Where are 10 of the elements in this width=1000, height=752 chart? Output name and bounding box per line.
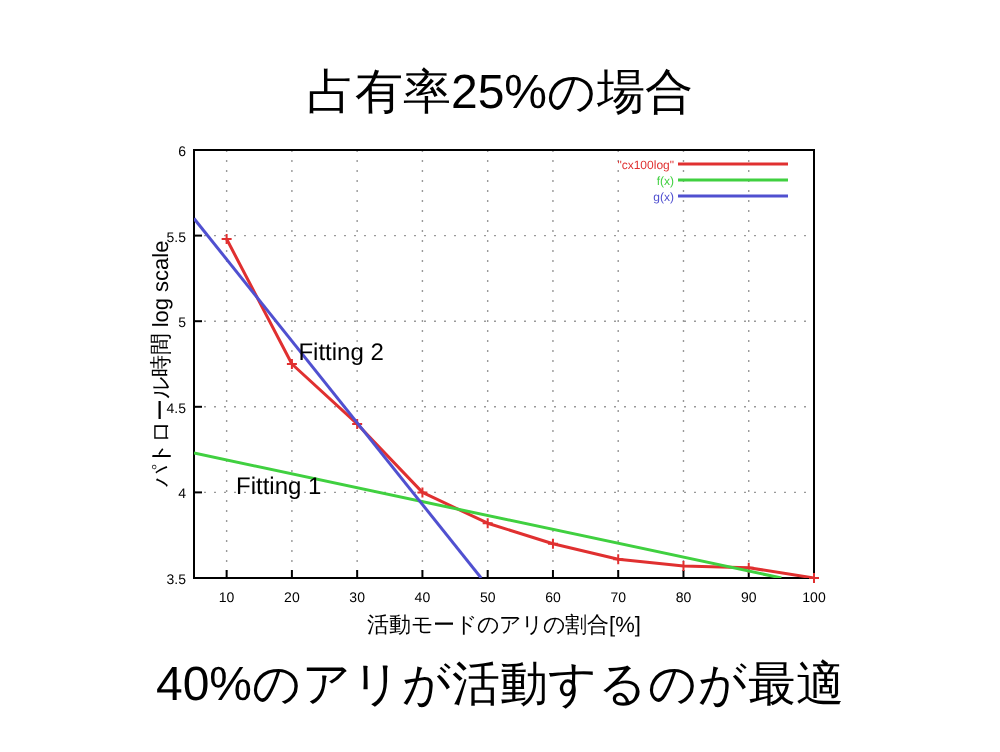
point bbox=[546, 537, 559, 550]
chart-title: 占有率25%の場合 bbox=[306, 66, 694, 120]
annotation: Fitting 2 bbox=[298, 338, 385, 367]
text: 40%のアリが活動するのが最適 bbox=[155, 658, 845, 712]
point bbox=[612, 553, 625, 566]
x-axis-title: 活動モードのアリの割合[%] bbox=[367, 612, 641, 638]
point bbox=[416, 486, 429, 499]
point bbox=[481, 517, 494, 530]
point bbox=[285, 358, 298, 370]
annotation: Fitting 1 bbox=[236, 472, 323, 500]
